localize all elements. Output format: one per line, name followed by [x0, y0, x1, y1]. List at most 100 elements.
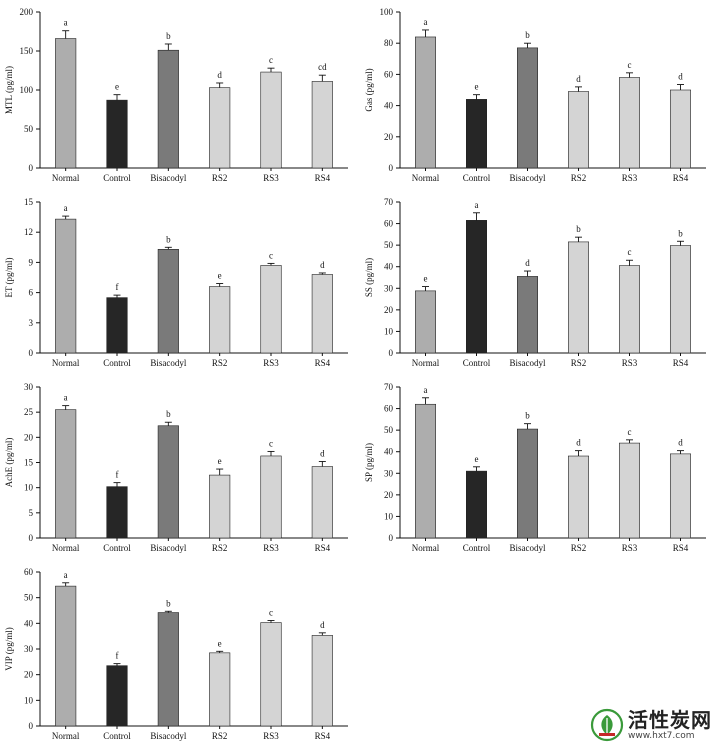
sp-bar-rs4	[669, 453, 691, 539]
mtl-ytick-label: 0	[29, 163, 34, 173]
vip-ytick-label: 60	[24, 567, 34, 577]
et-xtick-label: Normal	[52, 358, 80, 368]
mtl-ytick-label: 50	[24, 124, 34, 134]
mtl-xtick-label: RS4	[315, 173, 331, 183]
ache-sig-letter: b	[166, 409, 171, 419]
ss-xtick-label: RS3	[622, 358, 638, 368]
mtl-bar-normal	[55, 38, 77, 169]
ache-chart-panel: AchE (pg/ml) 0 5 10 15 20 25 30 a Normal f Control b…	[0, 375, 360, 560]
vip-ytick-label: 40	[24, 618, 34, 628]
vip-sig-letter: b	[166, 598, 171, 608]
et-bar-control	[106, 297, 128, 354]
ache-sig-letter: a	[64, 393, 68, 403]
ss-ytick-label: 60	[384, 219, 394, 229]
ache-bar-normal	[55, 409, 77, 539]
mtl-bar-rs2	[209, 87, 231, 169]
ss-bar-rs3	[618, 265, 640, 354]
gas-sig-letter: b	[525, 30, 530, 40]
gas-bar-control	[466, 99, 488, 169]
ache-sig-letter: e	[218, 456, 222, 466]
ss-xtick-label: RS4	[673, 358, 689, 368]
ache-sig-letter: c	[269, 438, 273, 448]
vip-ytick-label: 20	[24, 670, 34, 680]
sp-ytick-label: 20	[384, 490, 394, 500]
et-xtick-label: Bisacodyl	[150, 358, 186, 368]
ss-sig-letter: e	[424, 274, 428, 284]
ss-bar-normal	[414, 290, 436, 354]
ache-bar-rs4	[311, 466, 333, 539]
vip-xtick-label: Bisacodyl	[150, 731, 186, 741]
mtl-bar-rs3	[260, 71, 282, 169]
gas-sig-letter: c	[628, 60, 632, 70]
et-ylabel: ET (pg/ml)	[4, 257, 14, 297]
ss-chart-panel: SS (pg/ml) 0 10 20 30 40 50 60 70 e Normal a Control…	[360, 190, 718, 375]
gas-ytick-label: 40	[384, 101, 394, 111]
sp-sig-letter: d	[678, 438, 683, 448]
ache-xtick-label: Bisacodyl	[150, 543, 186, 553]
et-bar-rs2	[209, 286, 231, 354]
et-ytick-label: 6	[29, 288, 34, 298]
gas-xtick-label: Normal	[412, 173, 440, 183]
ache-bar-bisacodyl	[157, 425, 179, 539]
site-watermark: 活性炭网 www.hxt7.com	[590, 705, 715, 745]
ss-ytick-label: 40	[384, 262, 394, 272]
ss-ylabel: SS (pg/ml)	[364, 258, 374, 297]
mtl-bar-bisacodyl	[157, 49, 179, 169]
sp-xtick-label: RS4	[673, 543, 689, 553]
vip-chart: VIP (pg/ml) 0 10 20 30 40 50 60 a Normal f Control b…	[4, 567, 348, 741]
et-bar-rs3	[260, 265, 282, 354]
gas-ytick-label: 80	[384, 38, 394, 48]
gas-xtick-label: Control	[463, 173, 491, 183]
et-sig-letter: e	[218, 271, 222, 281]
et-xtick-label: RS2	[212, 358, 228, 368]
gas-chart: Gas (pg/ml) 0 20 40 60 80 100 a Normal e Control b B…	[364, 7, 706, 183]
gas-xtick-label: RS2	[571, 173, 587, 183]
et-bar-bisacodyl	[157, 249, 179, 354]
sp-bar-rs3	[618, 442, 640, 539]
sp-ylabel: SP (pg/ml)	[364, 443, 374, 482]
vip-ylabel: VIP (pg/ml)	[4, 627, 14, 670]
ss-ytick-label: 70	[384, 197, 394, 207]
gas-bar-rs3	[618, 77, 640, 169]
ache-ytick-label: 20	[24, 432, 34, 442]
ache-xtick-label: RS3	[263, 543, 279, 553]
ss-bar-rs4	[669, 245, 691, 354]
vip-sig-letter: d	[320, 620, 325, 630]
mtl-ytick-label: 200	[20, 7, 34, 17]
et-ytick-label: 9	[29, 257, 34, 267]
mtl-chart-panel: MTL (pg/ml) 0 50 100 150 200 a Normal e Control b B…	[0, 0, 360, 190]
ache-chart: AchE (pg/ml) 0 5 10 15 20 25 30 a Normal f Control b…	[4, 382, 348, 553]
ss-xtick-label: RS2	[571, 358, 587, 368]
sp-ytick-label: 0	[389, 533, 394, 543]
vip-sig-letter: f	[116, 651, 119, 661]
mtl-xtick-label: Control	[103, 173, 131, 183]
sp-bar-rs2	[568, 455, 590, 539]
ss-bar-control	[466, 220, 488, 354]
gas-xtick-label: RS4	[673, 173, 689, 183]
mtl-sig-letter: a	[64, 18, 68, 28]
sp-bar-normal	[414, 403, 436, 539]
vip-xtick-label: RS2	[212, 731, 228, 741]
mtl-ytick-label: 100	[20, 85, 34, 95]
leaf-logo-icon	[590, 708, 624, 742]
sp-chart: SP (pg/ml) 0 10 20 30 40 50 60 70 a Normal e Control…	[364, 382, 706, 553]
vip-ytick-label: 50	[24, 593, 34, 603]
sp-xtick-label: RS2	[571, 543, 587, 553]
ss-ytick-label: 10	[384, 326, 394, 336]
gas-ylabel: Gas (pg/ml)	[364, 68, 374, 111]
ss-xtick-label: Control	[463, 358, 491, 368]
sp-ytick-label: 10	[384, 511, 394, 521]
gas-ytick-label: 100	[380, 7, 394, 17]
ss-ytick-label: 20	[384, 305, 394, 315]
mtl-sig-letter: e	[115, 82, 119, 92]
mtl-sig-letter: d	[217, 70, 222, 80]
gas-xtick-label: Bisacodyl	[510, 173, 546, 183]
gas-sig-letter: d	[576, 74, 581, 84]
gas-ytick-label: 60	[384, 69, 394, 79]
vip-bar-bisacodyl	[157, 612, 179, 727]
sp-ytick-label: 50	[384, 425, 394, 435]
gas-sig-letter: d	[678, 72, 683, 82]
gas-bar-rs2	[568, 91, 590, 169]
ss-chart: SS (pg/ml) 0 10 20 30 40 50 60 70 e Normal a Control…	[364, 197, 706, 368]
ache-bar-control	[106, 486, 128, 539]
